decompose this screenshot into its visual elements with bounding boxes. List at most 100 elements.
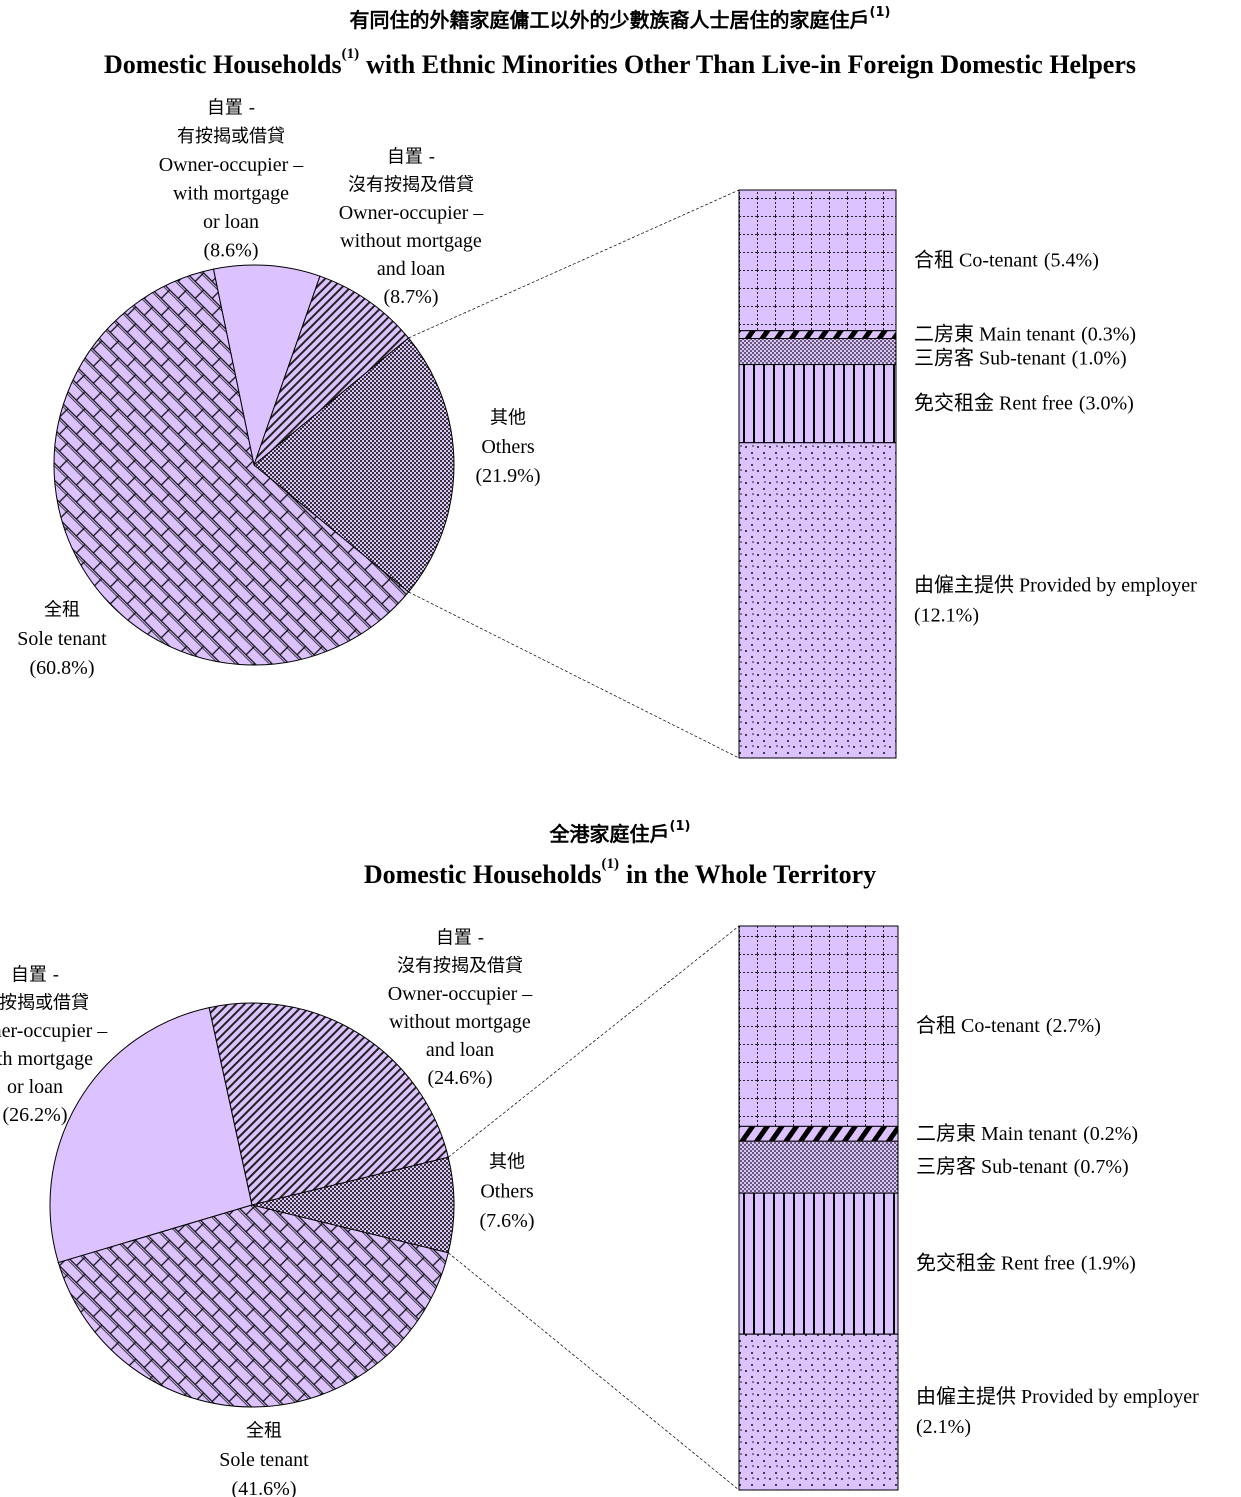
slice-label-en: Owner-occupier – (388, 983, 534, 1005)
bar-label: 由僱主提供 Provided by employer (2.1%) (916, 1385, 1199, 1438)
title-text: Domestic Households (104, 50, 342, 79)
slice-label-en: Sole tenant (219, 1449, 309, 1471)
bar-category: 二房東 Main tenant (916, 1122, 1078, 1145)
slice-value-label: (24.6%) (428, 1067, 493, 1089)
bar-segment (738, 338, 897, 366)
title-note: (1) (602, 856, 620, 872)
bar-label: 三房客 Sub-tenant (0.7%) (916, 1155, 1129, 1178)
bar-label: 合租 Co-tenant (2.7%) (916, 1014, 1101, 1037)
slice-label-en: Owner-occupier – (0, 1020, 108, 1042)
slice-label-en: Owner-occupier – (339, 202, 485, 224)
slice-label-zh: 全租 (44, 600, 80, 621)
bar-category: 三房客 Sub-tenant (916, 1155, 1068, 1178)
chart-title-en: Domestic Households(1) with Ethnic Minori… (104, 46, 1136, 79)
pie-slice (251, 1156, 455, 1254)
bar-value-label: (1.9%) (1081, 1253, 1136, 1275)
title-text: 有同住的外籍家庭傭工以外的少數族裔人士居住的家庭住戶 (350, 8, 870, 32)
slice-label-en: without mortgage (340, 230, 482, 252)
bar-segment (738, 1140, 899, 1194)
slice-label-zh: 自置 - (436, 928, 484, 949)
bar-label: 由僱主提供 Provided by employer (12.1%) (914, 573, 1197, 626)
connector-line (408, 591, 740, 759)
bar-value-label: (5.4%) (1044, 249, 1099, 271)
bar-category: 合租 Co-tenant (916, 1014, 1040, 1037)
bar-segment (738, 1333, 899, 1491)
slice-label-en: with mortgage (173, 183, 289, 205)
chart-title-en: Domestic Households(1) in the Whole Terri… (364, 856, 876, 889)
pie-slice (49, 1006, 253, 1264)
title-note: (1) (870, 5, 891, 20)
bar-value-label: (1.0%) (1072, 348, 1127, 370)
bar-segment (738, 330, 897, 340)
bar-segment (738, 364, 897, 444)
bar-value-label: (2.7%) (1046, 1015, 1101, 1037)
slice-label-en: or loan (7, 1076, 63, 1098)
pie-slice (253, 337, 455, 593)
bar-value-label: (12.1%) (914, 604, 979, 626)
pie-slice (57, 1204, 449, 1408)
title-text: Domestic Households (364, 860, 602, 889)
slice-label-zh: 其他 (490, 408, 526, 429)
bar-value-label: (0.7%) (1074, 1156, 1129, 1178)
slice-value-label: (21.9%) (476, 465, 541, 487)
bar-category: 合租 Co-tenant (914, 248, 1038, 271)
slice-label-zh: 沒有按揭及借貸 (348, 175, 474, 196)
bar-category: 三房客 Sub-tenant (914, 347, 1066, 370)
slice-label-en: without mortgage (389, 1011, 531, 1033)
bar-label: 免交租金 Rent free (1.9%) (916, 1252, 1136, 1275)
slice-value-label: (8.6%) (204, 240, 259, 262)
slice-label-en: Others (480, 1181, 534, 1203)
slice-value-label: (60.8%) (30, 657, 95, 679)
slice-label-zh: 有按揭或借貸 (177, 126, 285, 147)
bar-label: 合租 Co-tenant (5.4%) (914, 248, 1099, 271)
slice-label-zh: 其他 (489, 1152, 525, 1173)
title-text: 全港家庭住戶 (549, 822, 670, 846)
bar-segment (738, 1125, 899, 1142)
title-note: (1) (342, 46, 360, 62)
title-text: with Ethnic Minorities Other Than Live-i… (366, 50, 1136, 79)
chart-title-zh: 全港家庭住戶(1) (549, 819, 691, 847)
pie-slice (252, 275, 410, 467)
slice-label-en: and loan (426, 1039, 494, 1061)
bar-category: 由僱主提供 Provided by employer (916, 1385, 1199, 1408)
bar-category: 免交租金 Rent free (914, 392, 1073, 415)
slice-label-zh: 沒有按揭及借貸 (397, 956, 523, 977)
pie-slice (212, 264, 321, 467)
bar-segment (738, 1192, 899, 1335)
slice-label-zh: 自置 - (387, 147, 435, 168)
bar-category: 免交租金 Rent free (916, 1252, 1075, 1275)
bar-segment (738, 925, 899, 1127)
bar-label: 免交租金 Rent free (3.0%) (914, 392, 1134, 415)
slice-label-en: or loan (203, 211, 259, 233)
bar-value-label: (2.1%) (916, 1416, 971, 1438)
slice-label-en: Others (481, 436, 535, 458)
title-text: in the Whole Territory (626, 860, 876, 889)
connector-line (408, 189, 740, 339)
slice-value-label: (8.7%) (384, 286, 439, 308)
bar-category: 由僱主提供 Provided by employer (914, 573, 1197, 596)
connector-line (448, 1252, 740, 1491)
slice-label-en: and loan (377, 258, 445, 280)
bar-value-label: (0.2%) (1083, 1123, 1138, 1145)
bar-segment (738, 189, 897, 332)
slice-value-label: (41.6%) (232, 1478, 297, 1497)
slice-label-zh: 有按揭或借貸 (0, 993, 89, 1014)
connector-line (448, 925, 740, 1158)
bar-label: 二房東 Main tenant (0.3%) (914, 323, 1136, 346)
bar-value-label: (0.3%) (1081, 324, 1136, 346)
title-note: (1) (670, 819, 691, 834)
slice-value-label: (7.6%) (480, 1210, 535, 1232)
slice-label-en: Sole tenant (17, 628, 107, 650)
pie-slice (208, 1002, 449, 1206)
slice-value-label: (26.2%) (3, 1104, 68, 1126)
bar-label: 三房客 Sub-tenant (1.0%) (914, 347, 1127, 370)
chart-title-zh: 有同住的外籍家庭傭工以外的少數族裔人士居住的家庭住戶(1) (350, 5, 891, 33)
slice-label-zh: 自置 - (11, 965, 59, 986)
pie-slice (53, 268, 410, 666)
bar-category: 二房東 Main tenant (914, 323, 1076, 346)
slice-label-en: with mortgage (0, 1048, 93, 1070)
bar-segment (738, 442, 897, 759)
slice-label-zh: 全租 (246, 1421, 282, 1442)
